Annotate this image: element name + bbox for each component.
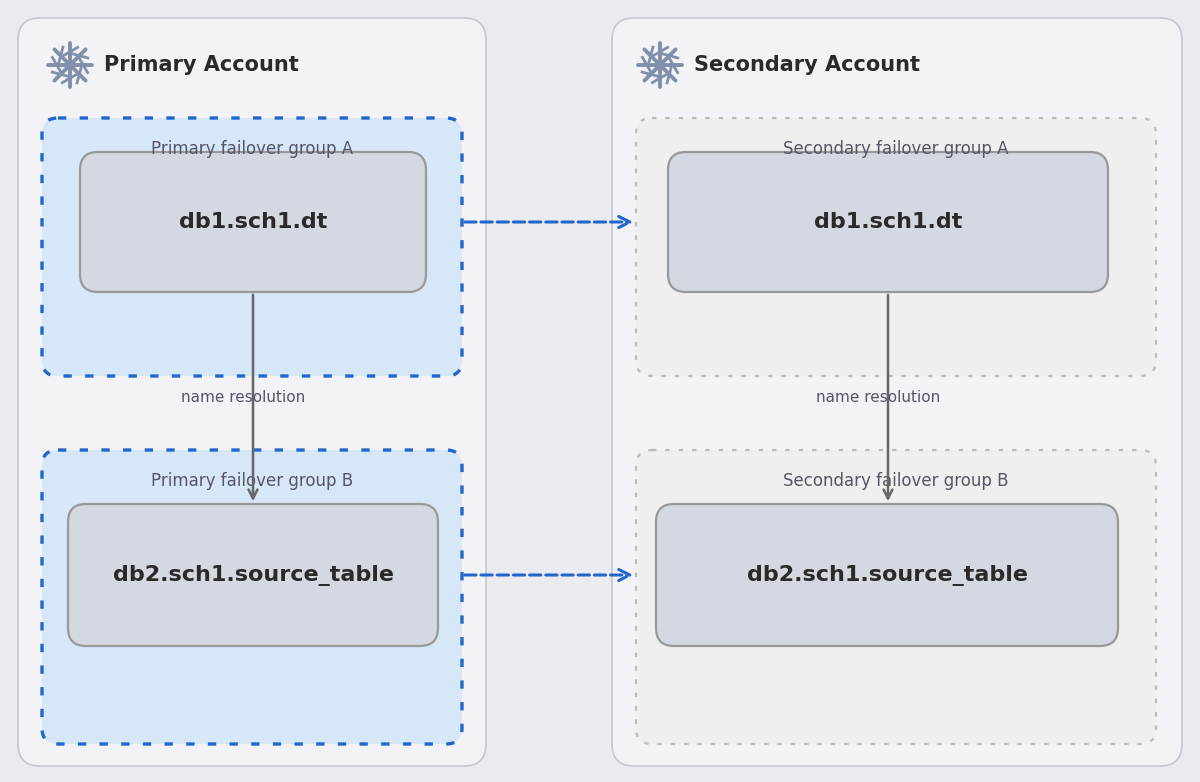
Text: db1.sch1.dt: db1.sch1.dt [179, 212, 328, 232]
Text: Primary failover group B: Primary failover group B [151, 472, 353, 490]
Text: db2.sch1.source_table: db2.sch1.source_table [746, 565, 1027, 586]
Text: Primary Account: Primary Account [104, 55, 299, 75]
FancyBboxPatch shape [656, 504, 1118, 646]
Text: Secondary failover group A: Secondary failover group A [784, 140, 1009, 158]
Text: Primary failover group A: Primary failover group A [151, 140, 353, 158]
FancyBboxPatch shape [68, 504, 438, 646]
FancyBboxPatch shape [668, 152, 1108, 292]
FancyBboxPatch shape [18, 18, 486, 766]
Text: Secondary Account: Secondary Account [694, 55, 920, 75]
Text: db1.sch1.dt: db1.sch1.dt [814, 212, 962, 232]
FancyBboxPatch shape [636, 450, 1156, 744]
FancyBboxPatch shape [42, 450, 462, 744]
Text: Secondary failover group B: Secondary failover group B [784, 472, 1009, 490]
FancyBboxPatch shape [80, 152, 426, 292]
Text: name resolution: name resolution [181, 390, 305, 406]
FancyBboxPatch shape [612, 18, 1182, 766]
Text: name resolution: name resolution [816, 390, 940, 406]
FancyBboxPatch shape [636, 118, 1156, 376]
FancyBboxPatch shape [42, 118, 462, 376]
Text: db2.sch1.source_table: db2.sch1.source_table [113, 565, 394, 586]
